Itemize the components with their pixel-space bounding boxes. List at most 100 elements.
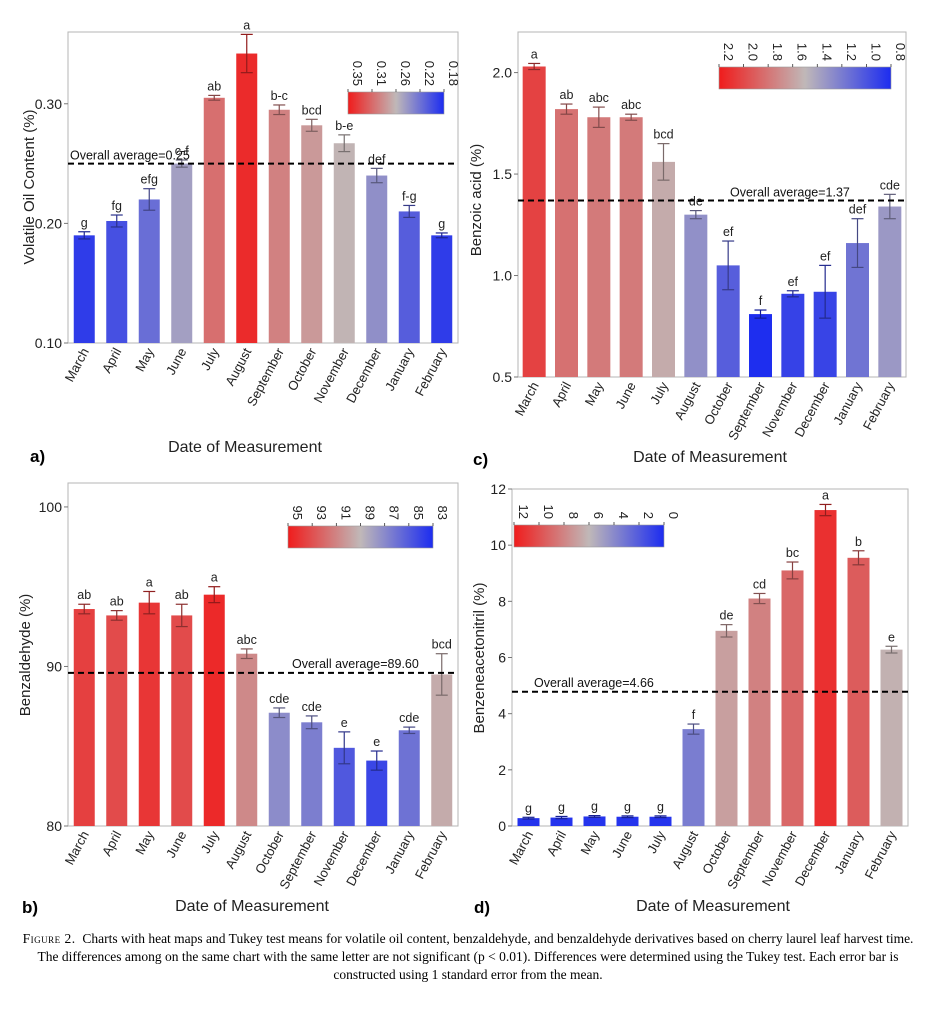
tukey-letter: cde — [399, 711, 419, 725]
bar — [333, 747, 355, 826]
bar — [268, 712, 290, 826]
y-tick-label: 0.5 — [493, 369, 513, 385]
heat-scale-label: 2 — [641, 512, 656, 519]
tukey-letter: b-c — [271, 89, 288, 103]
bar — [301, 125, 323, 343]
bar — [522, 66, 546, 377]
bar — [268, 109, 290, 343]
tukey-letter: g — [81, 216, 88, 230]
tukey-letter: f-g — [402, 189, 417, 203]
heat-scale-label: 83 — [435, 506, 450, 520]
tukey-letter: fg — [112, 199, 122, 213]
chart-1: 0.5 1.0 1.5 2.0 a March ab April abc May abc June bc… — [468, 31, 908, 469]
heat-scale-bar — [347, 91, 445, 115]
y-tick-label: 100 — [39, 499, 63, 515]
caption-line-1: Charts with heat maps and Tukey test mea… — [82, 931, 914, 946]
x-tick-label: July — [644, 828, 668, 856]
x-tick-label: May — [132, 345, 157, 374]
bar — [813, 291, 837, 377]
bar — [878, 206, 902, 377]
tukey-letter: ef — [723, 225, 734, 239]
heat-scale-label: 0.35 — [350, 61, 365, 86]
x-tick-label: May — [132, 828, 157, 857]
heat-scale-label: 1.2 — [844, 43, 859, 61]
heat-scale-label: 0.31 — [374, 61, 389, 86]
bar — [555, 109, 578, 377]
tukey-letter: bc — [786, 546, 799, 560]
x-tick-label: July — [647, 379, 671, 407]
average-label: Overall average=4.66 — [534, 676, 654, 690]
x-tick-label: July — [198, 345, 222, 373]
x-tick-label: July — [198, 828, 222, 856]
panel-label: b) — [22, 898, 38, 917]
bar — [781, 570, 804, 826]
tukey-letter: cde — [880, 178, 900, 192]
tukey-letter: abc — [621, 98, 641, 112]
tukey-letter: cde — [302, 700, 322, 714]
x-tick-label: February — [860, 379, 898, 432]
bar — [684, 214, 708, 377]
y-axis-label: Benzeneacetonitril (%) — [471, 583, 488, 734]
heat-scale-label: 6 — [591, 512, 606, 519]
x-tick-label: February — [412, 345, 450, 398]
heat-scale-label: 91 — [338, 506, 353, 520]
bar — [583, 816, 606, 826]
bar — [619, 117, 643, 377]
y-tick-label: 0 — [498, 818, 506, 834]
tukey-letter: bcd — [653, 128, 673, 142]
bar — [649, 816, 672, 826]
tukey-letter: b-e — [335, 119, 353, 133]
heat-scale-label: 93 — [314, 506, 329, 520]
y-axis-label: Benzoic acid (%) — [468, 144, 485, 257]
bar — [106, 615, 128, 826]
x-tick-label: June — [163, 345, 189, 377]
x-tick-label: April — [544, 828, 570, 858]
bar — [366, 175, 388, 343]
x-tick-label: June — [609, 828, 635, 860]
bar — [398, 211, 420, 343]
bar — [847, 557, 870, 826]
heat-scale-label: 1.6 — [795, 43, 810, 61]
figure-caption: Figure 2. Charts with heat maps and Tuke… — [10, 930, 926, 984]
tukey-letter: cde — [269, 692, 289, 706]
chart-2: 80 90 100 ab March ab April a May ab June a July abc A… — [17, 482, 459, 917]
y-tick-label: 80 — [46, 818, 62, 834]
tukey-letter: def — [849, 203, 867, 217]
y-tick-label: 6 — [498, 650, 506, 666]
chart-3: 024681012gMarchgAprilgMaygJunegJulyfAugu… — [471, 481, 909, 917]
tukey-letter: bcd — [432, 638, 452, 652]
tukey-letter: a — [822, 488, 829, 502]
x-tick-label: May — [582, 379, 607, 408]
tukey-letter: ab — [207, 79, 221, 93]
heat-scale-label: 0.22 — [422, 61, 437, 86]
x-tick-label: August — [669, 828, 701, 871]
bar — [203, 594, 225, 826]
y-axis-label: Benzaldehyde (%) — [17, 594, 34, 717]
chart-0: 0.100.200.30gMarchfgAprilefgMayc-fJuneab… — [21, 18, 461, 466]
heat-scale-label: 4 — [616, 512, 631, 519]
y-tick-label: 0.30 — [35, 96, 62, 112]
average-label: Overall average=89.60 — [292, 657, 419, 671]
tukey-letter: g — [657, 800, 664, 814]
x-tick-label: January — [382, 828, 417, 876]
heat-scale-label: 2.2 — [721, 43, 736, 61]
x-tick-label: October — [701, 379, 736, 427]
bar — [880, 649, 903, 826]
heat-scale-label: 89 — [363, 506, 378, 520]
tukey-letter: efg — [141, 173, 158, 187]
x-tick-label: June — [612, 379, 638, 411]
x-tick-label: March — [512, 379, 542, 418]
y-tick-label: 12 — [490, 481, 506, 497]
tukey-letter: abc — [589, 91, 609, 105]
heat-scale-label: 0.26 — [398, 61, 413, 86]
heat-scale-label: 2.0 — [746, 43, 761, 61]
average-label: Overall average=0.25 — [70, 149, 190, 163]
x-tick-label: August — [222, 345, 254, 388]
y-tick-label: 0.10 — [35, 335, 62, 351]
x-tick-label: March — [62, 345, 92, 384]
x-axis-label: Date of Measurement — [636, 898, 790, 915]
heat-scale-bar — [718, 66, 892, 90]
y-tick-label: 10 — [490, 537, 506, 553]
tukey-letter: e — [341, 716, 348, 730]
bar — [517, 818, 540, 826]
